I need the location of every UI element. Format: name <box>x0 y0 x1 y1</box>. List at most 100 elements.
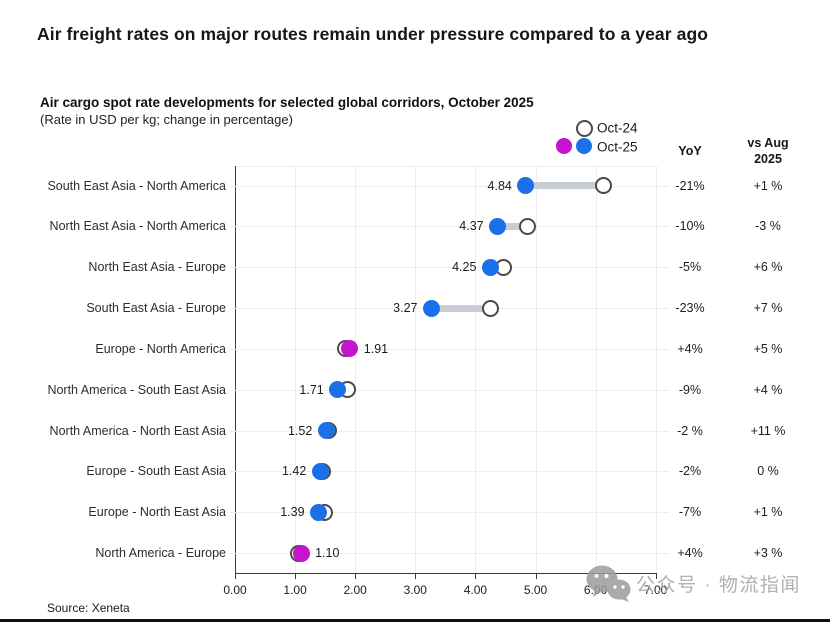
rate-value-label: 1.52 <box>288 423 313 438</box>
x-tick <box>355 573 357 579</box>
x-tick-label: 0.00 <box>223 583 247 597</box>
oct25-dot <box>481 258 499 276</box>
vs-aug-header-line2: 2025 <box>754 151 782 166</box>
rate-value-label: 4.25 <box>452 260 477 275</box>
h-gridline <box>230 185 669 187</box>
x-tick-label: 3.00 <box>403 583 427 597</box>
x-tick-label: 7.00 <box>644 583 668 597</box>
h-gridline <box>230 430 669 432</box>
yoy-value: +4% <box>677 341 703 356</box>
rate-value-label: 1.10 <box>315 546 340 561</box>
legend-oct24-swatch <box>576 120 593 137</box>
oct25-dot <box>317 422 335 440</box>
v-gridline <box>415 166 417 573</box>
oct24-dot <box>518 217 536 235</box>
route-label: North East Asia - North America <box>49 219 226 234</box>
route-label: North America - North East Asia <box>49 423 226 438</box>
yoy-value: -2% <box>678 464 702 479</box>
h-gridline <box>230 226 669 228</box>
oct25-dot <box>517 177 535 194</box>
yoy-value: +4% <box>677 546 703 561</box>
oct25-dot <box>423 299 441 317</box>
vs-aug-value: +4 % <box>753 382 783 397</box>
v-gridline <box>355 166 357 573</box>
watermark-text: 公众号 · 物流指闻 <box>636 575 801 596</box>
x-tick-label: 5.00 <box>523 583 548 597</box>
route-label: Europe - South East Asia <box>86 464 226 479</box>
yoy-value: -7% <box>678 505 702 520</box>
yoy-value: -9% <box>678 382 702 397</box>
rate-value-label: 4.37 <box>459 219 484 234</box>
legend-oct25-swatch-blue <box>576 138 592 154</box>
rate-value-label: 4.84 <box>487 178 512 193</box>
y-axis-line <box>235 166 236 573</box>
vs-aug-value: +7 % <box>753 301 783 316</box>
legend-oct24-label: Oct-24 <box>597 120 638 136</box>
oct25-dot <box>292 544 310 562</box>
rate-value-label: 1.71 <box>299 382 324 397</box>
dumbbell-connector <box>525 182 604 189</box>
bottom-border <box>0 619 830 622</box>
yoy-value: -23% <box>675 301 705 316</box>
vs-aug-value: +3 % <box>753 546 783 561</box>
oct25-dot <box>489 217 507 235</box>
vs-aug-value: 0 % <box>757 464 779 479</box>
oct24-dot <box>594 177 612 194</box>
x-tick-label: 1.00 <box>283 583 307 597</box>
v-gridline <box>655 166 657 573</box>
route-label: North East Asia - Europe <box>88 260 226 275</box>
yoy-value: -10% <box>675 219 705 234</box>
yoy-value: -2 % <box>677 423 703 438</box>
route-label: Europe - North America <box>95 341 226 356</box>
oct25-dot <box>329 381 347 399</box>
rate-value-label: 3.27 <box>393 301 418 316</box>
vs-aug-value: +1 % <box>753 505 783 520</box>
h-gridline <box>230 267 669 269</box>
v-gridline <box>595 166 597 573</box>
h-gridline <box>230 389 669 391</box>
oct25-dot <box>311 462 329 480</box>
vs-aug-value: +5 % <box>753 341 783 356</box>
yoy-column-header: YoY <box>678 144 702 158</box>
wechat-icon <box>586 565 631 602</box>
dumbbell-connector <box>431 304 491 312</box>
vs-aug-value: +11 % <box>750 423 786 438</box>
vs-aug-header-line1: vs Aug <box>747 136 789 150</box>
rate-value-label: 1.42 <box>281 464 307 479</box>
h-gridline <box>230 471 669 473</box>
route-label: South East Asia - North America <box>47 178 226 193</box>
source-label: Source: Xeneta <box>47 601 130 615</box>
page-title: Air freight rates on major routes remain… <box>37 24 709 44</box>
x-tick-label: 2.00 <box>343 583 367 597</box>
h-gridline <box>235 166 656 167</box>
vs-aug-column-header: vs Aug 2025 <box>718 136 818 167</box>
v-gridline <box>535 166 537 573</box>
oct25-dot <box>310 503 328 521</box>
x-tick <box>235 573 236 579</box>
rate-value-label: 1.39 <box>280 505 305 520</box>
chart-subtitle: Air cargo spot rate developments for sel… <box>40 95 534 110</box>
h-gridline <box>230 553 669 555</box>
v-gridline <box>295 166 297 573</box>
vs-aug-value: -3 % <box>755 219 781 234</box>
h-gridline <box>230 348 669 350</box>
rate-value-label: 1.91 <box>363 341 389 356</box>
oct24-dot <box>481 299 499 317</box>
x-tick <box>655 573 657 579</box>
x-tick <box>415 573 417 579</box>
route-label: North America - South East Asia <box>47 382 226 397</box>
x-tick <box>535 573 537 579</box>
x-axis-line <box>235 573 657 574</box>
dumbbell-connector <box>497 222 528 230</box>
vs-aug-value: +6 % <box>753 260 783 275</box>
route-label: Europe - North East Asia <box>88 505 226 520</box>
yoy-value: -5% <box>678 260 702 275</box>
route-label: South East Asia - Europe <box>86 301 226 316</box>
x-tick-label: 4.00 <box>463 583 488 597</box>
legend-oct25-swatch-magenta <box>556 138 572 154</box>
x-tick <box>295 573 297 579</box>
oct25-dot <box>341 340 359 358</box>
v-gridline <box>475 166 477 573</box>
vs-aug-value: +1 % <box>753 178 783 193</box>
